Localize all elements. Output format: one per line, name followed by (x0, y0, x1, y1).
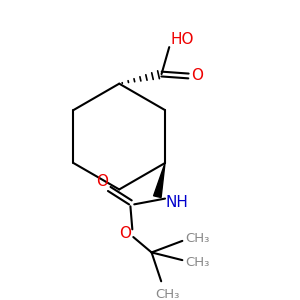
Text: NH: NH (165, 195, 188, 210)
Text: CH₃: CH₃ (155, 288, 179, 300)
Text: O: O (118, 226, 130, 241)
Text: HO: HO (171, 32, 194, 47)
Text: CH₃: CH₃ (185, 232, 210, 245)
Text: CH₃: CH₃ (185, 256, 210, 268)
Text: O: O (191, 68, 203, 83)
Polygon shape (154, 163, 165, 197)
Text: O: O (97, 174, 109, 189)
